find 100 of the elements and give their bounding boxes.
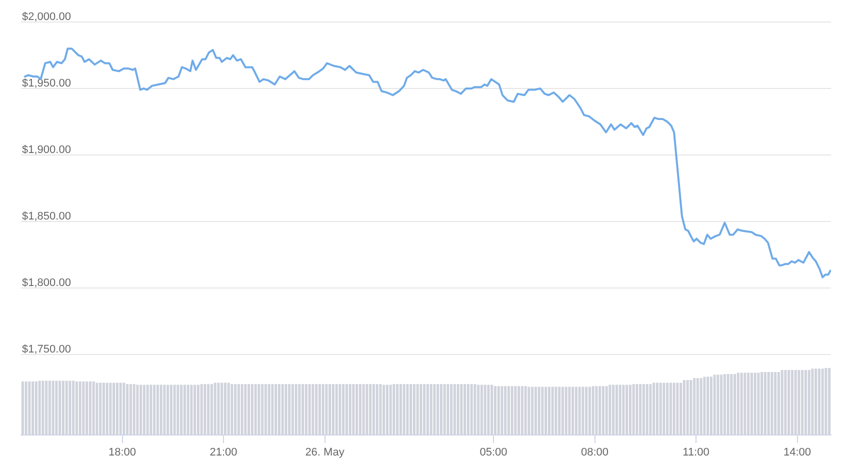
bar <box>548 386 550 435</box>
bar <box>642 384 645 435</box>
bar <box>764 372 766 435</box>
bar <box>754 372 756 435</box>
bar <box>52 380 54 435</box>
bar <box>163 384 166 435</box>
bar <box>416 384 419 435</box>
bar <box>261 384 264 435</box>
bar <box>21 381 24 435</box>
bar <box>747 372 750 435</box>
bar <box>821 368 824 435</box>
bar <box>824 368 828 435</box>
bar <box>703 376 706 435</box>
bar <box>528 386 530 435</box>
bar <box>794 370 797 435</box>
bar <box>318 384 321 435</box>
bar <box>760 372 764 435</box>
bar <box>811 368 814 435</box>
bar <box>790 370 794 435</box>
bar <box>554 386 558 435</box>
bar <box>578 386 581 435</box>
bar <box>281 384 284 435</box>
bar <box>119 382 122 435</box>
bar <box>254 384 257 435</box>
bar <box>99 382 102 435</box>
bar <box>744 372 746 435</box>
bar <box>487 384 490 435</box>
bar <box>618 384 622 435</box>
bar <box>520 386 524 435</box>
y-tick-label: $1,800.00 <box>22 276 71 289</box>
bar <box>166 384 170 435</box>
bar <box>666 382 669 435</box>
bar <box>464 384 466 435</box>
bar <box>558 386 561 435</box>
bar <box>24 381 28 435</box>
bar <box>48 380 51 435</box>
bar <box>430 384 432 435</box>
bar <box>649 384 652 435</box>
bar <box>426 384 429 435</box>
bar <box>659 382 662 435</box>
bar <box>828 368 831 435</box>
bar <box>55 380 58 435</box>
bar <box>423 384 426 435</box>
bar <box>446 384 450 435</box>
bar <box>335 384 338 435</box>
bar <box>798 370 800 435</box>
bar <box>534 386 537 435</box>
bar <box>28 381 31 435</box>
bar <box>308 384 311 435</box>
bar <box>82 381 85 435</box>
bar <box>386 384 388 435</box>
bar <box>109 382 112 435</box>
bar <box>652 382 656 435</box>
bar <box>142 384 146 435</box>
bar <box>588 386 591 435</box>
x-tick-label: 21:00 <box>210 446 238 459</box>
bar <box>264 384 267 435</box>
y-tick-label: $1,900.00 <box>22 144 71 156</box>
bar <box>740 372 743 435</box>
bar <box>564 386 568 435</box>
bar <box>510 386 514 435</box>
bar <box>338 384 342 435</box>
bar <box>716 374 720 435</box>
bar <box>348 384 352 435</box>
bar <box>656 382 658 435</box>
bar <box>574 386 578 435</box>
bar <box>477 384 480 435</box>
bar <box>106 382 108 435</box>
bar <box>248 384 250 435</box>
bar <box>200 384 203 435</box>
bar <box>376 384 378 435</box>
x-tick-label: 18:00 <box>108 446 136 459</box>
bar <box>194 384 196 435</box>
bar <box>237 384 240 435</box>
bar <box>780 370 784 435</box>
bar <box>466 384 470 435</box>
bar <box>406 384 409 435</box>
bar <box>302 384 304 435</box>
bar <box>186 384 190 435</box>
bar <box>38 380 41 435</box>
bar <box>140 384 142 435</box>
bar <box>777 372 780 435</box>
bar <box>420 384 422 435</box>
bar <box>433 384 436 435</box>
bar <box>490 384 494 435</box>
bar <box>636 384 638 435</box>
bar <box>244 384 247 435</box>
bar <box>818 368 820 435</box>
bar <box>379 384 382 435</box>
bar <box>541 386 544 435</box>
x-tick-label: 08:00 <box>580 446 609 459</box>
bar <box>102 382 105 435</box>
bar <box>710 376 712 435</box>
bar <box>626 384 628 435</box>
bar <box>720 374 723 435</box>
bar <box>514 386 517 435</box>
bar <box>470 384 473 435</box>
bar <box>153 384 156 435</box>
bar <box>68 380 72 435</box>
bar <box>669 382 672 435</box>
